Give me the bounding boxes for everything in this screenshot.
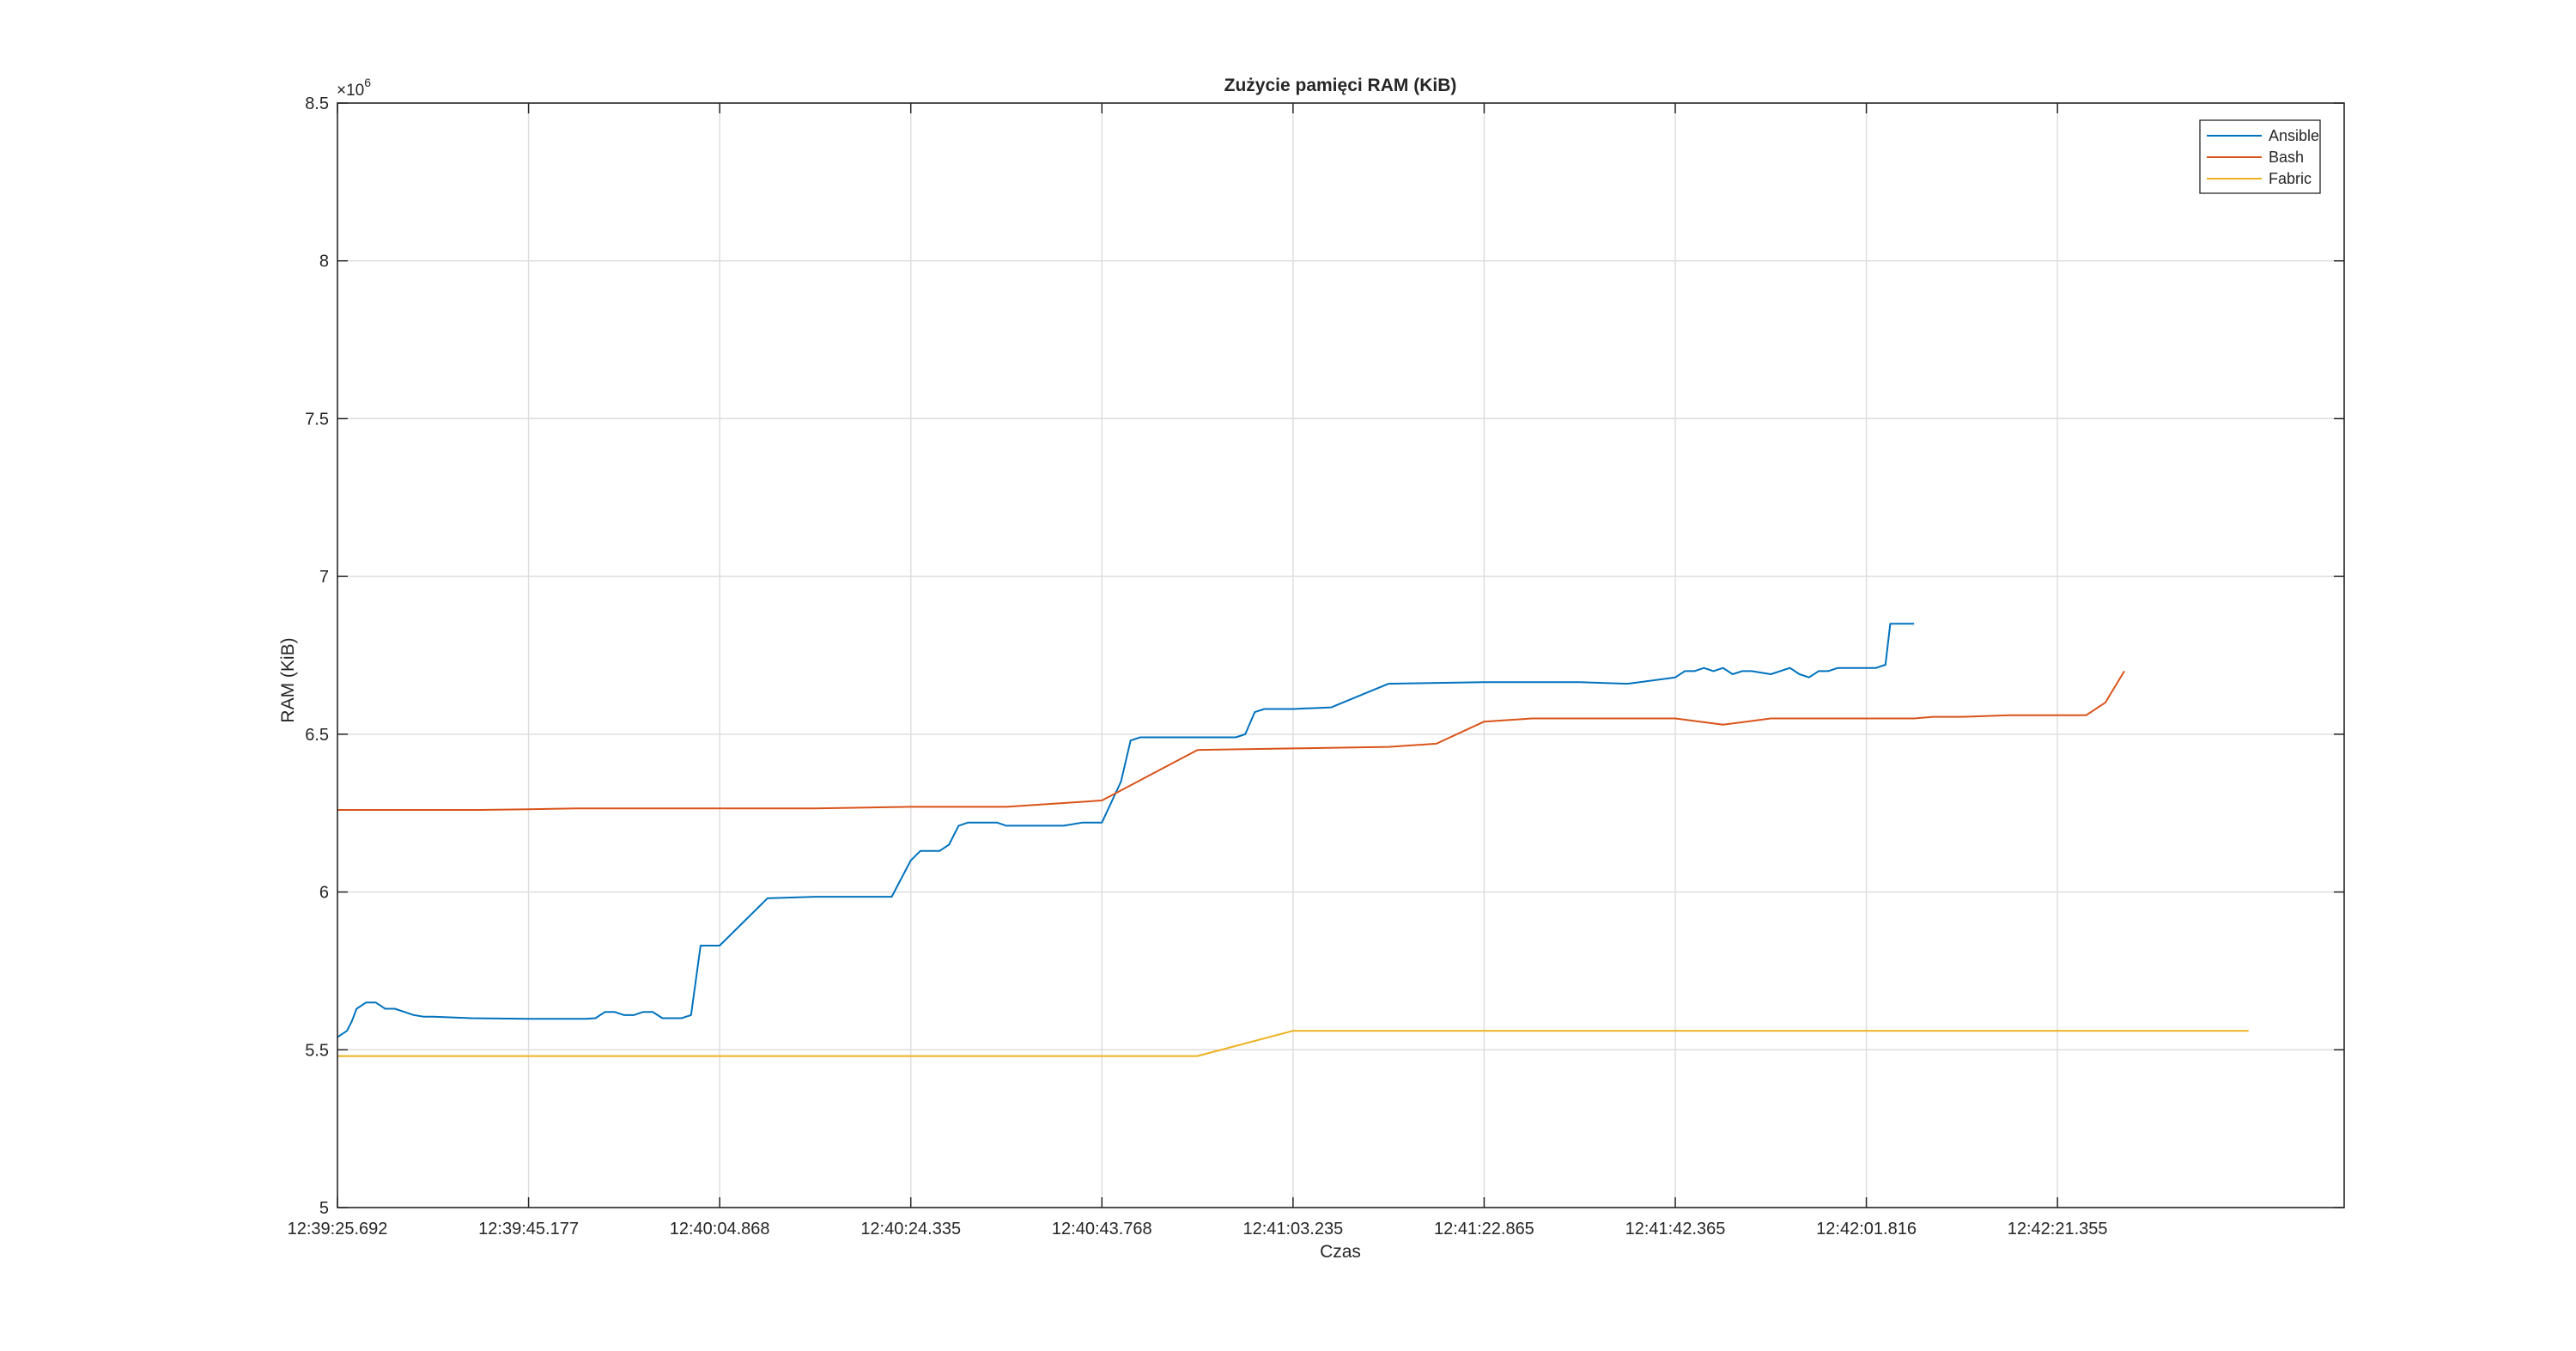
y-exponent-base: ×10: [337, 82, 364, 100]
y-tick-label: 6: [319, 884, 329, 903]
svg-text:×106: ×106: [337, 76, 371, 100]
x-tick-label: 12:40:43.768: [1052, 1220, 1152, 1238]
x-tick-label: 12:41:22.865: [1434, 1220, 1534, 1238]
series-layer: [337, 623, 2249, 1057]
legend-label-fabric: Fabric: [2269, 170, 2312, 187]
legend: Ansible Bash Fabric: [2199, 119, 2321, 194]
y-tick-label: 7: [319, 568, 329, 587]
x-tick-label: 12:39:25.692: [288, 1220, 388, 1238]
x-tick-label: 12:42:21.355: [2008, 1220, 2108, 1238]
x-tick-label: 12:41:42.365: [1625, 1220, 1726, 1238]
y-tick-label: 8.5: [305, 94, 329, 113]
y-exponent-power: 6: [364, 76, 371, 89]
y-tick-label: 6.5: [305, 726, 329, 745]
x-tick-label: 12:40:24.335: [860, 1220, 961, 1238]
series-line-fabric: [337, 1030, 2249, 1057]
x-tick-label: 12:40:04.868: [670, 1220, 770, 1238]
series-line-ansible: [337, 623, 1915, 1038]
grid: [337, 103, 2344, 1208]
legend-label-bash: Bash: [2269, 149, 2304, 166]
y-axis-label: RAM (KiB): [278, 637, 298, 722]
y-tick-label: 5.5: [305, 1041, 329, 1060]
x-tick-label: 12:42:01.816: [1816, 1220, 1917, 1238]
y-tick-label: 5: [319, 1199, 329, 1218]
x-tick-label: 12:39:45.177: [478, 1220, 579, 1238]
x-tick-label: 12:41:03.235: [1242, 1220, 1343, 1238]
y-tick-label: 7.5: [305, 410, 329, 429]
axes: [337, 102, 2345, 1208]
x-axis-label: Czas: [1320, 1242, 1361, 1262]
plot-area: [337, 103, 2344, 1208]
axes-box: [337, 102, 2345, 1208]
tick-labels: 12:39:25.692 12:39:45.177 12:40:04.868 12:4…: [288, 94, 2108, 1238]
y-exponent: ×106: [337, 76, 371, 100]
legend-label-ansible: Ansible: [2269, 127, 2319, 144]
series-line-bash: [337, 670, 2125, 811]
y-tick-label: 8: [319, 253, 329, 271]
chart-title: Zużycie pamięci RAM (KiB): [1224, 76, 1457, 95]
